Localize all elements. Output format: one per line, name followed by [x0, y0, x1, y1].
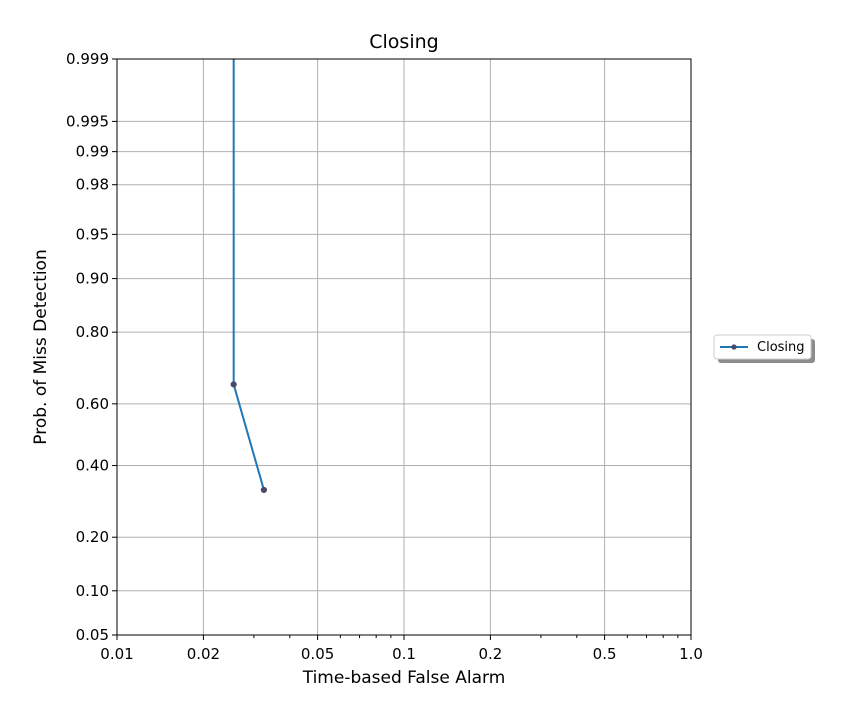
x-tick-label: 0.02: [187, 645, 220, 663]
data-point: [230, 381, 237, 388]
y-tick-label: 0.40: [76, 457, 109, 475]
y-tick-label: 0.05: [76, 626, 109, 644]
data-point: [260, 486, 268, 494]
y-tick-label: 0.10: [76, 582, 109, 600]
y-tick-label: 0.90: [76, 270, 109, 288]
x-tick-label: 0.1: [392, 645, 416, 663]
x-tick-label: 0.01: [100, 645, 133, 663]
x-tick-label: 0.05: [301, 645, 334, 663]
grid: [116, 58, 692, 636]
legend-box: [713, 334, 812, 360]
series-layer: [230, 59, 268, 494]
y-tick-label: 0.995: [66, 112, 109, 130]
y-tick-label: 0.95: [76, 225, 109, 243]
chart-title: Closing: [369, 31, 438, 53]
y-tick-label: 0.60: [76, 395, 109, 413]
x-tick-label: 0.2: [478, 645, 502, 663]
x-axis-label: Time-based False Alarm: [302, 668, 506, 688]
x-tick-label: 1.0: [679, 645, 703, 663]
y-tick-label: 0.20: [76, 528, 109, 546]
y-tick-label: 0.999: [66, 50, 109, 68]
legend: Closing: [713, 334, 815, 363]
y-axis-label: Prob. of Miss Detection: [31, 249, 51, 444]
x-tick-label: 0.5: [593, 645, 617, 663]
y-tick-label: 0.80: [76, 323, 109, 341]
y-tick-label: 0.99: [76, 143, 109, 161]
y-axis-ticks: 0.05 0.10 0.20 0.40 0.60 0.80 0.90 0.95 0.98 0.99…: [66, 50, 117, 644]
legend-marker: [731, 344, 737, 350]
x-axis-ticks: 0.01 0.02 0.05 0.1 0.2 0.5 1.0: [100, 635, 703, 663]
series-line: [232, 59, 265, 491]
y-tick-label: 0.98: [76, 176, 109, 194]
legend-label: Closing: [757, 340, 805, 355]
